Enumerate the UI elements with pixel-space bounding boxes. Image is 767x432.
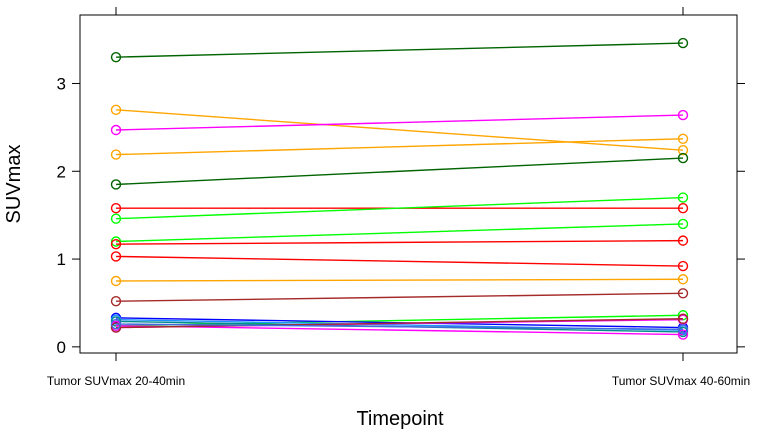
series-line <box>115 292 684 302</box>
data-point <box>677 152 689 164</box>
series-5 <box>110 152 689 190</box>
data-point <box>110 104 122 116</box>
plot-panel <box>79 14 738 354</box>
data-point <box>677 192 689 203</box>
data-point <box>677 288 689 299</box>
series-line <box>115 157 684 186</box>
data-point <box>677 218 689 230</box>
series-line <box>115 239 684 245</box>
y-tick-label: 0 <box>57 338 66 357</box>
data-point <box>110 296 122 307</box>
series-line <box>115 323 684 330</box>
data-point <box>110 251 122 262</box>
data-point <box>110 275 122 287</box>
series-10 <box>110 251 689 272</box>
data-point <box>110 124 122 136</box>
series-line <box>115 255 684 267</box>
series-1 <box>110 37 689 63</box>
series-11 <box>110 274 689 287</box>
series-20 <box>110 318 689 335</box>
data-point <box>110 213 122 224</box>
series-3 <box>110 109 689 136</box>
data-point <box>677 324 689 335</box>
series-9 <box>110 235 689 250</box>
data-point <box>110 322 122 333</box>
series-line <box>115 196 684 220</box>
series-2 <box>110 104 689 156</box>
y-tick-label: 3 <box>57 74 66 93</box>
series-8 <box>110 218 689 247</box>
x-axis-title: Timepoint <box>356 408 444 430</box>
series-7 <box>110 192 689 224</box>
data-point <box>677 37 689 49</box>
data-point <box>677 329 689 340</box>
series-line <box>115 318 684 329</box>
data-point <box>677 326 689 338</box>
y-axis-title: SUVmax <box>3 145 25 224</box>
data-point <box>677 313 689 324</box>
series-line <box>115 42 684 58</box>
series-group <box>110 37 689 340</box>
data-point <box>677 235 689 246</box>
y-tick-label: 2 <box>57 162 66 181</box>
series-line <box>115 109 684 151</box>
y-tick-label: 1 <box>57 250 66 269</box>
x-tick-label: Tumor SUVmax 40-60min <box>612 374 750 388</box>
x-tick-label: Tumor SUVmax 20-40min <box>47 374 185 388</box>
data-point <box>110 238 122 250</box>
data-point <box>677 133 689 144</box>
data-point <box>677 144 689 156</box>
series-line <box>115 325 684 336</box>
data-point <box>677 109 689 121</box>
data-point <box>110 202 122 214</box>
data-point <box>110 179 122 190</box>
series-line <box>115 223 684 243</box>
series-4 <box>110 133 689 160</box>
data-point <box>677 202 689 214</box>
data-point <box>677 274 689 285</box>
series-line <box>115 138 684 156</box>
data-point <box>110 318 122 330</box>
data-point <box>110 236 122 247</box>
series-12 <box>110 288 689 307</box>
series-line <box>115 278 684 282</box>
data-point <box>110 149 122 160</box>
axes: Tumor SUVmax 20-40min Tumor SUVmax 40-60m… <box>47 7 750 388</box>
series-line <box>115 114 684 131</box>
data-point <box>110 51 122 63</box>
series-19 <box>110 313 689 333</box>
series-line <box>115 314 684 327</box>
data-point <box>677 260 689 272</box>
